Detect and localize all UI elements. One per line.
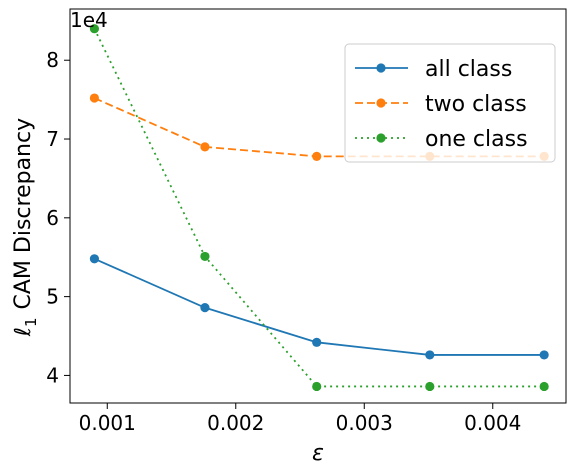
- data-point-two-class: [312, 151, 322, 161]
- legend-marker-all-class: [376, 63, 386, 73]
- y-tick-label: 5: [46, 285, 59, 309]
- x-tick-label: 0.002: [207, 411, 264, 435]
- x-tick-label: 0.003: [336, 411, 393, 435]
- y-tick-label: 7: [46, 127, 59, 151]
- x-tick-label: 0.001: [79, 411, 136, 435]
- legend-label-two-class: two class: [425, 92, 527, 117]
- legend-marker-one-class: [376, 133, 386, 143]
- y-tick-label: 6: [46, 206, 59, 230]
- data-point-one-class: [200, 251, 210, 262]
- data-point-all-class: [89, 254, 100, 264]
- data-point-two-class: [89, 93, 100, 103]
- legend-box: [344, 43, 556, 163]
- data-point-all-class: [312, 337, 322, 347]
- data-point-two-class: [200, 142, 210, 152]
- legend-marker-two-class: [376, 98, 386, 108]
- plot-frame: [69, 8, 567, 404]
- data-point-all-class: [539, 350, 549, 360]
- y-tick-label: 4: [46, 363, 59, 387]
- x-tick-label: 0.004: [464, 411, 521, 435]
- y-axis-label-symbol: ℓ: [11, 327, 36, 337]
- data-point-one-class: [539, 381, 549, 392]
- legend: all class two class one class: [344, 43, 556, 163]
- legend-label-one-class: one class: [425, 127, 528, 152]
- ticks-layer: 0.001 0.002 0.003 0.004 4 5 6 7 8: [46, 48, 521, 435]
- data-point-all-class: [425, 350, 435, 360]
- y-axis-label: ℓ1 CAM Discrepancy: [11, 118, 40, 337]
- y-axis-label-subscript: 1: [22, 317, 40, 327]
- legend-entries: all class two class one class: [355, 57, 528, 152]
- series-line-one-class: [93, 28, 545, 388]
- x-axis-label: ε: [312, 441, 324, 466]
- y-axis-label-text: CAM Discrepancy: [11, 118, 36, 310]
- y-tick-label: 8: [46, 48, 59, 72]
- legend-label-all-class: all class: [425, 57, 512, 82]
- data-point-one-class: [425, 381, 435, 392]
- data-point-one-class: [312, 381, 322, 392]
- data-point-one-class: [89, 24, 100, 34]
- data-point-all-class: [200, 303, 210, 313]
- y-offset-text: 1e4: [70, 8, 108, 32]
